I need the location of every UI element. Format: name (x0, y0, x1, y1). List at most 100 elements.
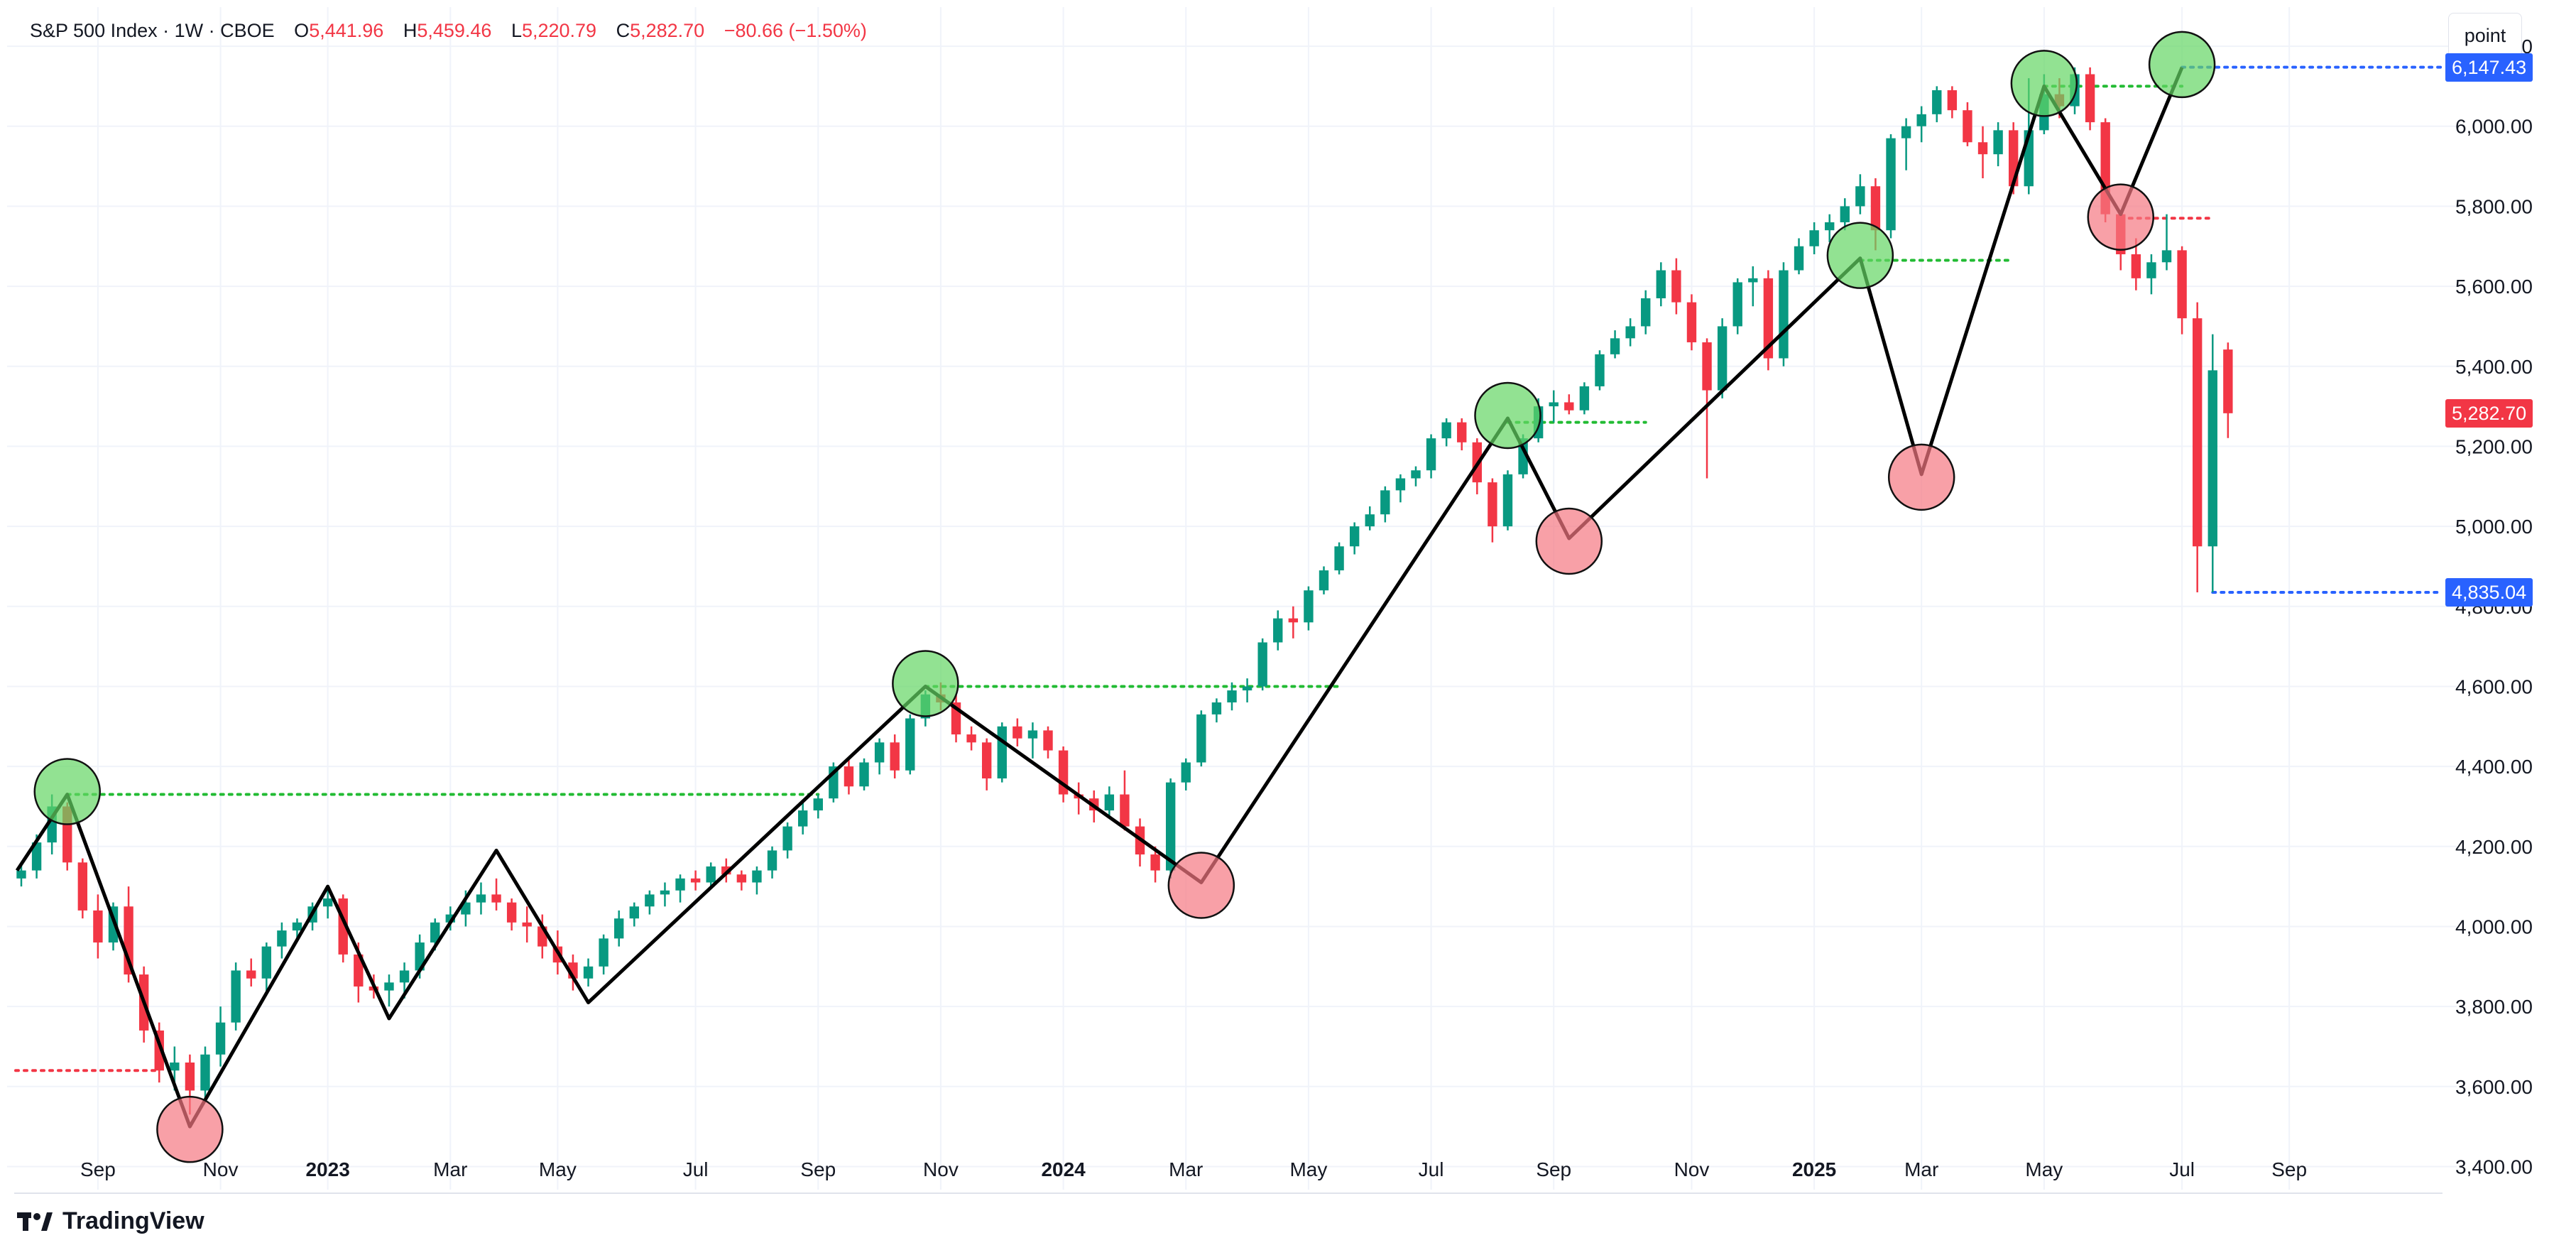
candle-body (1181, 762, 1191, 783)
candle-body (1686, 302, 1697, 342)
candle-body (690, 878, 701, 883)
pivot-high-marker (33, 758, 101, 825)
price-axis: 3,400.00 3,600.00 3,800.00 4,000.00 4,200.00… (2455, 36, 2533, 1178)
candle-body (645, 894, 655, 907)
tradingview-icon (17, 1212, 53, 1231)
candle-body (1426, 438, 1436, 471)
candle-body (354, 954, 364, 987)
pivot-low-marker (156, 1095, 224, 1163)
candle-body (1779, 270, 1789, 359)
candle-body (1319, 570, 1329, 591)
low-label: L (511, 20, 522, 41)
candle-body (1502, 474, 1513, 527)
candle-body (1886, 138, 1896, 231)
open-label: O (294, 20, 310, 41)
candle-body (1457, 422, 1467, 442)
candle-body (599, 938, 608, 967)
candle-body (1549, 402, 1559, 407)
time-axis: Sep Nov 2023 Mar May Jul Sep Nov 2024 Mar May Jul Se… (14, 1158, 2443, 1194)
candle-body (1825, 222, 1835, 231)
y-tick-label: 3,400.00 (2455, 1156, 2533, 1178)
candle-body (859, 762, 869, 787)
candle-body (1855, 186, 1865, 207)
candle-body (583, 966, 594, 979)
candle-body (2161, 250, 2172, 263)
candle-body (1794, 246, 1804, 271)
candle-body (629, 906, 639, 919)
candle-body (1242, 686, 1252, 691)
open-value: 5,441.96 (309, 20, 384, 41)
pivot-high-marker (2010, 50, 2078, 117)
high-label: H (403, 20, 417, 41)
candle-body (1304, 590, 1314, 623)
x-tick-label: Sep (2271, 1158, 2307, 1180)
unit-button[interactable]: point (2448, 13, 2522, 58)
y-tick-label: 5,000.00 (2455, 516, 2533, 538)
candle-body (1732, 282, 1742, 327)
candle-body (1120, 794, 1130, 827)
y-tick-label: 5,600.00 (2455, 276, 2533, 298)
candle-body (614, 918, 624, 939)
candle-body (1748, 278, 1758, 283)
pivot-high-marker (2148, 31, 2216, 99)
candle-body (844, 766, 854, 787)
zigzag-path (15, 66, 2184, 1129)
candle-body (1809, 230, 1819, 246)
candle-body (1870, 186, 1881, 231)
candle-body (476, 894, 486, 903)
candle-body (292, 922, 302, 931)
candle-body (2131, 254, 2141, 278)
candle-body (813, 798, 823, 811)
candle-body (767, 850, 777, 871)
candle-body (2085, 74, 2095, 123)
x-tick-label: Jul (2169, 1158, 2195, 1180)
candle-body (1211, 702, 1222, 715)
x-tick-label: 2024 (1041, 1158, 1086, 1180)
candle-body (1840, 206, 1850, 222)
pivot-low-marker (2087, 183, 2155, 251)
y-tick-label: 5,200.00 (2455, 435, 2533, 457)
y-tick-label: 3,600.00 (2455, 1076, 2533, 1098)
candle-body (1013, 726, 1022, 739)
candle-body (1671, 270, 1681, 303)
candle-body (1702, 342, 1712, 391)
candle-body (1380, 490, 1390, 515)
candle-body (1227, 690, 1237, 702)
candle-body (1395, 478, 1406, 491)
candle-body (905, 718, 915, 771)
candle-body (1579, 386, 1590, 411)
candle-body (170, 1062, 180, 1071)
candle-body (966, 734, 976, 743)
pivot-markers (33, 31, 2216, 1163)
pivot-high-marker (1474, 381, 1541, 450)
candle-body (1150, 854, 1160, 871)
candle-body (798, 810, 808, 827)
x-tick-label: Sep (80, 1158, 116, 1180)
x-tick-label: Mar (433, 1158, 467, 1180)
candle-body (1901, 126, 1911, 138)
candles (16, 67, 2233, 1115)
price-label-low: 4,835.04 (2445, 578, 2533, 607)
x-tick-label: Nov (1674, 1158, 1710, 1180)
candle-body (1334, 546, 1344, 571)
candle-body (1656, 270, 1666, 298)
candle-body (736, 874, 747, 883)
candle-body (16, 870, 26, 879)
pivot-high-marker (892, 650, 959, 717)
candle-body (782, 826, 792, 851)
candle-body (1625, 326, 1635, 339)
candle-body (660, 890, 670, 895)
x-tick-label: Sep (1536, 1158, 1571, 1180)
candle-body (31, 842, 42, 871)
tradingview-logo[interactable]: TradingView (17, 1207, 204, 1235)
candle-body (2146, 262, 2156, 278)
low-value: 5,220.79 (521, 20, 597, 41)
candle-body (675, 878, 685, 891)
candle-body (322, 898, 333, 907)
support-lines (14, 65, 2444, 1072)
y-tick-label: 6,000.00 (2455, 116, 2533, 138)
y-tick-label: 3,800.00 (2455, 996, 2533, 1018)
pivot-low-marker (1167, 852, 1235, 919)
candle-body (1977, 142, 1988, 155)
